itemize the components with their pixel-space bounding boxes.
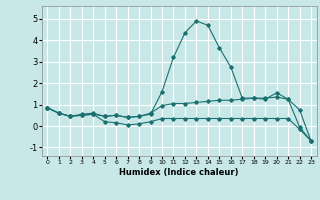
X-axis label: Humidex (Indice chaleur): Humidex (Indice chaleur) bbox=[119, 168, 239, 177]
